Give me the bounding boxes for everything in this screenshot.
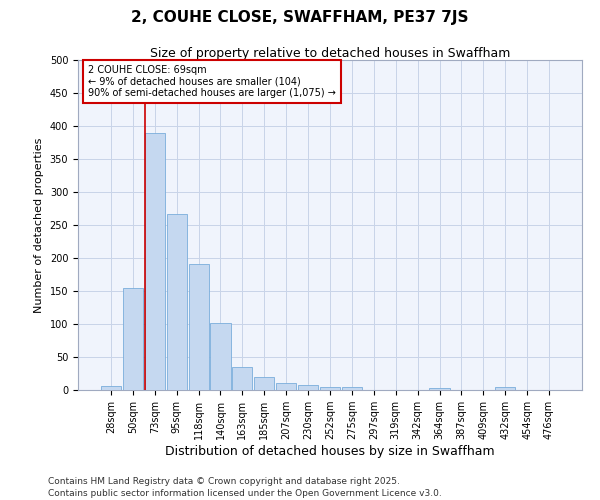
Bar <box>101 386 121 390</box>
Text: Contains HM Land Registry data © Crown copyright and database right 2025.
Contai: Contains HM Land Registry data © Crown c… <box>48 476 442 498</box>
Bar <box>320 386 340 390</box>
X-axis label: Distribution of detached houses by size in Swaffham: Distribution of detached houses by size … <box>165 445 495 458</box>
Bar <box>188 264 209 390</box>
Bar <box>123 288 143 390</box>
Text: 2 COUHE CLOSE: 69sqm
← 9% of detached houses are smaller (104)
90% of semi-detac: 2 COUHE CLOSE: 69sqm ← 9% of detached ho… <box>88 65 336 98</box>
Bar <box>298 384 318 390</box>
Bar <box>167 214 187 390</box>
Bar <box>211 322 230 390</box>
Bar <box>232 367 253 390</box>
Bar <box>495 386 515 390</box>
Bar <box>430 388 449 390</box>
Y-axis label: Number of detached properties: Number of detached properties <box>34 138 44 312</box>
Bar <box>254 377 274 390</box>
Text: 2, COUHE CLOSE, SWAFFHAM, PE37 7JS: 2, COUHE CLOSE, SWAFFHAM, PE37 7JS <box>131 10 469 25</box>
Bar <box>145 132 165 390</box>
Bar <box>342 388 362 390</box>
Title: Size of property relative to detached houses in Swaffham: Size of property relative to detached ho… <box>150 47 510 60</box>
Bar <box>276 384 296 390</box>
